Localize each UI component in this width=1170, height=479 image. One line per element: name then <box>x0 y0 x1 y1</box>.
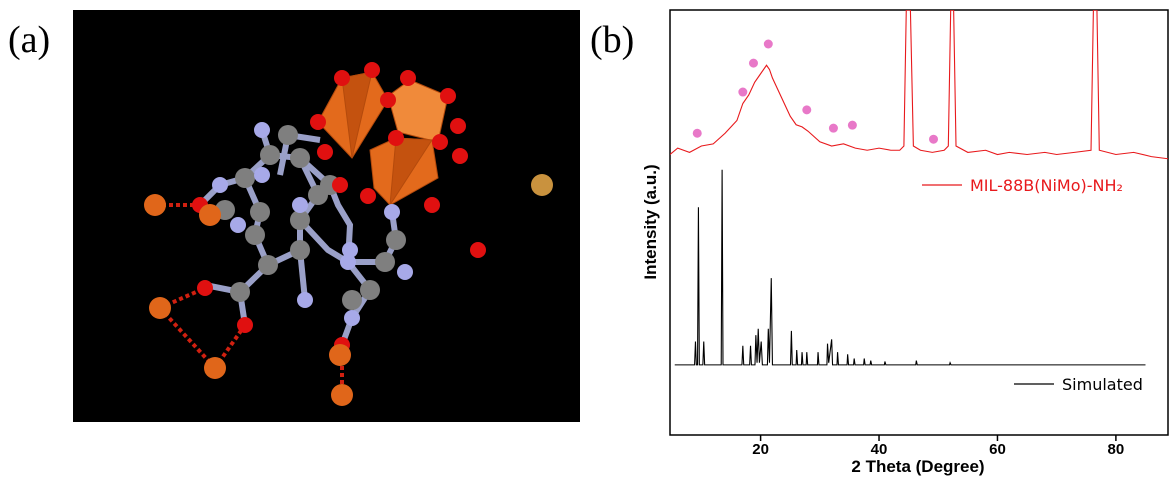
x-tick-label: 20 <box>752 441 769 458</box>
figure: (a) <box>0 0 1170 479</box>
legend-label: MIL-88B(NiMo)-NH₂ <box>970 176 1123 195</box>
marker <box>929 135 938 144</box>
data-line <box>670 10 1168 159</box>
marker <box>848 121 857 130</box>
marker <box>829 124 838 133</box>
crystal-structure <box>73 10 580 422</box>
panel-label: (a) <box>8 19 50 61</box>
marker <box>802 105 811 114</box>
marker <box>693 129 702 138</box>
x-tick-label: 40 <box>871 441 888 458</box>
data-line <box>675 170 1146 365</box>
x-axis-label: 2 Theta (Degree) <box>851 457 984 476</box>
legend-label: Simulated <box>1062 375 1143 394</box>
marker <box>764 40 773 49</box>
plot-frame <box>670 10 1168 435</box>
x-tick-label: 80 <box>1108 441 1125 458</box>
marker <box>738 88 747 97</box>
marker <box>749 59 758 68</box>
x-tick-label: 60 <box>989 441 1006 458</box>
panel-label: (b) <box>590 19 634 61</box>
y-axis-label: Intensity (a.u.) <box>641 164 660 279</box>
